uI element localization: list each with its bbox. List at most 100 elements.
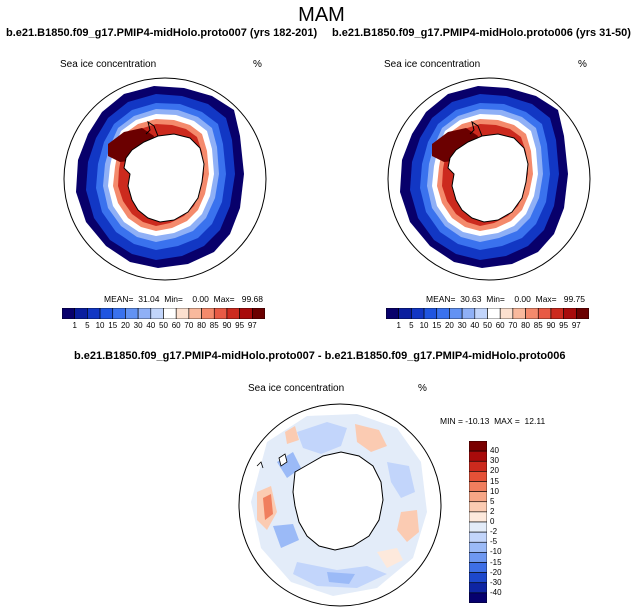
colorbar-swatch: [487, 308, 501, 319]
colorbar-label: 60: [171, 321, 181, 330]
colorbar-label: 90: [546, 321, 556, 330]
colorbar-swatch: [469, 592, 487, 603]
colorbar-label: -20: [490, 567, 502, 577]
colorbar-swatch: [87, 308, 101, 319]
colorbar-swatch: [576, 308, 589, 319]
panel1-colorbar: [62, 308, 265, 319]
colorbar-swatch: [449, 308, 463, 319]
colorbar-label: 5: [85, 321, 90, 330]
panel2-title: b.e21.B1850.f09_g17.PMIP4-midHolo.proto0…: [332, 27, 631, 39]
panel1-colorbar-labels: 1 5 10 15 20 30 40 50 60 70 80 85 90 95 97: [62, 321, 265, 333]
colorbar-swatch: [563, 308, 577, 319]
colorbar-label: 15: [108, 321, 118, 330]
colorbar-swatch: [525, 308, 539, 319]
panel1-polar-map: [63, 77, 267, 281]
colorbar-label: 10: [419, 321, 429, 330]
colorbar-label: 20: [120, 321, 130, 330]
diff-panel-variable: Sea ice concentration: [248, 383, 345, 394]
panel2-colorbar-labels: 1 5 10 15 20 30 40 50 60 70 80 85 90 95 97: [386, 321, 589, 333]
colorbar-swatch: [398, 308, 412, 319]
antarctica-landmass: [123, 133, 205, 223]
colorbar-label: 10: [95, 321, 105, 330]
colorbar-swatch: [163, 308, 177, 319]
colorbar-label: 15: [490, 476, 499, 486]
colorbar-swatch: [436, 308, 450, 319]
colorbar-label: -2: [490, 527, 498, 537]
colorbar-swatch: [201, 308, 215, 319]
colorbar-swatch: [469, 582, 487, 594]
colorbar-swatch: [62, 308, 75, 319]
colorbar-swatch: [469, 572, 487, 584]
colorbar-label: 70: [508, 321, 518, 330]
colorbar-label: 1: [396, 321, 401, 330]
colorbar-label: 40: [490, 446, 499, 456]
colorbar-label: 30: [490, 456, 499, 466]
panel2-variable: Sea ice concentration: [384, 59, 481, 70]
panel2-colorbar: [386, 308, 589, 319]
colorbar-label: 1: [72, 321, 77, 330]
diff-colorbar: [469, 441, 487, 603]
panel1-title: b.e21.B1850.f09_g17.PMIP4-midHolo.proto0…: [6, 27, 318, 39]
colorbar-label: 5: [490, 496, 495, 506]
colorbar-swatch: [550, 308, 564, 319]
colorbar-label: -5: [490, 537, 498, 547]
colorbar-swatch: [469, 552, 487, 563]
colorbar-swatch: [188, 308, 202, 319]
colorbar-swatch: [537, 308, 552, 319]
panel2-stats: MEAN= 30.63 Min= 0.00 Max= 99.75: [426, 294, 585, 304]
colorbar-swatch: [469, 541, 487, 553]
colorbar-label: 50: [159, 321, 168, 330]
colorbar-swatch: [213, 308, 228, 319]
colorbar-label: 10: [490, 486, 499, 496]
colorbar-label: 30: [457, 321, 467, 330]
colorbar-label: -40: [490, 587, 502, 597]
panel2-units: %: [578, 59, 587, 70]
colorbar-label: 15: [432, 321, 442, 330]
colorbar-swatch: [411, 308, 425, 319]
colorbar-label: 2: [490, 506, 495, 516]
colorbar-swatch: [469, 460, 487, 472]
panel1-units: %: [253, 59, 262, 70]
colorbar-swatch: [252, 308, 265, 319]
diff-polar-map: [238, 403, 442, 607]
colorbar-label: 95: [235, 321, 245, 330]
colorbar-swatch: [175, 308, 190, 319]
colorbar-swatch: [112, 308, 126, 319]
colorbar-swatch: [423, 308, 438, 319]
colorbar-label: 70: [184, 321, 194, 330]
diff-panel-title: b.e21.B1850.f09_g17.PMIP4-midHolo.proto0…: [74, 350, 566, 362]
colorbar-label: 80: [521, 321, 531, 330]
colorbar-label: 30: [133, 321, 143, 330]
colorbar-label: 50: [483, 321, 492, 330]
colorbar-label: 97: [247, 321, 257, 330]
colorbar-swatch: [461, 308, 476, 319]
colorbar-label: 95: [559, 321, 569, 330]
colorbar-swatch: [226, 308, 240, 319]
colorbar-swatch: [469, 521, 487, 533]
season-title: MAM: [298, 4, 345, 26]
colorbar-label: 20: [444, 321, 454, 330]
colorbar-swatch: [239, 308, 253, 319]
colorbar-label: -10: [490, 547, 502, 557]
colorbar-label: -15: [490, 557, 502, 567]
colorbar-label: 40: [470, 321, 480, 330]
colorbar-swatch: [469, 501, 487, 513]
colorbar-label: 85: [533, 321, 543, 330]
colorbar-label: 85: [209, 321, 219, 330]
colorbar-swatch: [512, 308, 526, 319]
colorbar-label: -30: [490, 577, 502, 587]
colorbar-swatch: [469, 562, 487, 573]
colorbar-label: 0: [490, 517, 495, 526]
colorbar-swatch: [74, 308, 88, 319]
diff-panel-stats: MIN = -10.13 MAX = 12.11: [440, 416, 546, 426]
colorbar-label: 60: [495, 321, 505, 330]
colorbar-swatch: [469, 511, 487, 523]
colorbar-swatch: [469, 441, 487, 452]
colorbar-label: 40: [146, 321, 156, 330]
colorbar-label: 90: [222, 321, 232, 330]
colorbar-swatch: [469, 471, 487, 482]
colorbar-label: 80: [197, 321, 207, 330]
colorbar-swatch: [99, 308, 114, 319]
colorbar-swatch: [125, 308, 139, 319]
colorbar-swatch: [386, 308, 399, 319]
